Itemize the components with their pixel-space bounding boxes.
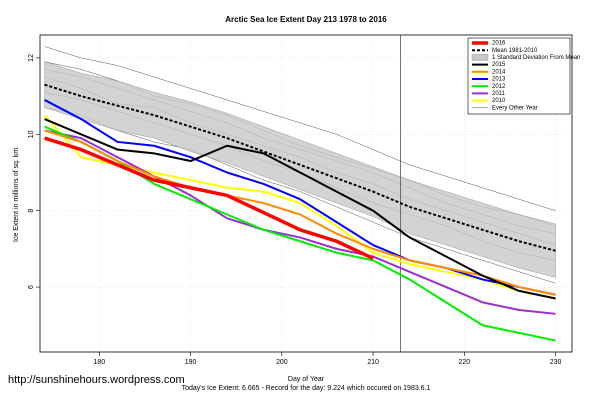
legend-label: 2015 <box>492 62 506 68</box>
x-tick-label: 180 <box>93 359 105 366</box>
legend-label: 1 Standard Deviation From Mean <box>492 55 580 61</box>
series-line <box>44 136 374 261</box>
x-axis-label: Day of Year <box>288 376 325 383</box>
legend-label: Mean 1981-2010 <box>492 48 538 54</box>
background-year-line <box>44 107 556 284</box>
y-tick-label: 12 <box>28 54 35 62</box>
legend-label: 2012 <box>492 84 506 90</box>
x-tick-label: 230 <box>550 359 562 366</box>
y-tick-label: 10 <box>28 130 35 138</box>
series-line <box>44 83 556 252</box>
background-year-line <box>44 46 556 211</box>
legend-label: 2016 <box>492 41 506 47</box>
series-line <box>44 99 556 296</box>
series-line <box>44 129 556 315</box>
series-line <box>44 118 556 300</box>
y-tick-label: 8 <box>28 209 35 213</box>
legend-label: 2014 <box>492 69 506 75</box>
footnote: Today's Ice Extent: 6.665 - Record for t… <box>182 385 431 392</box>
series-line <box>43 114 556 300</box>
x-tick-label: 190 <box>185 359 197 366</box>
x-tick-label: 210 <box>367 359 379 366</box>
y-axis-label: Ice Extent in millions of sq. km. <box>13 146 20 242</box>
legend-swatch <box>471 54 489 61</box>
chart-title: Arctic Sea Ice Extent Day 213 1978 to 20… <box>225 15 387 24</box>
legend-label: 2013 <box>492 77 506 83</box>
y-tick-label: 6 <box>28 285 35 289</box>
legend-label: 2011 <box>492 91 506 97</box>
x-tick-label: 220 <box>458 359 470 366</box>
legend-label: Every Other Year <box>492 105 538 111</box>
series-line <box>44 129 556 296</box>
x-tick-label: 200 <box>276 359 288 366</box>
std-band <box>44 61 556 278</box>
legend-label: 2010 <box>492 98 506 104</box>
plot-frame <box>39 34 573 353</box>
watermark: http://sunshinehours.wordpress.com <box>8 374 185 386</box>
